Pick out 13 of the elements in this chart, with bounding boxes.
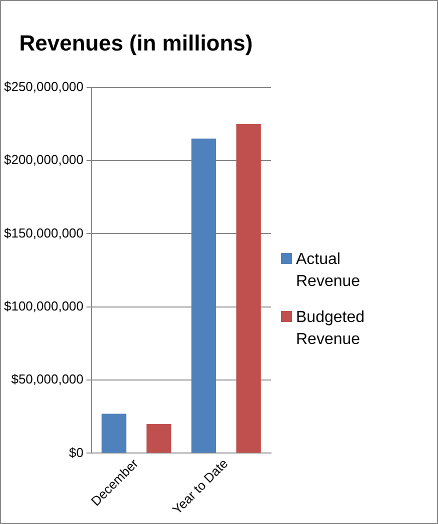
bar: [102, 414, 126, 453]
y-tick-label: $250,000,000: [4, 78, 84, 94]
legend-label: Budgeted Revenue: [296, 308, 366, 350]
bar: [236, 124, 261, 453]
bar: [191, 138, 216, 453]
y-tick-label: $0: [69, 444, 84, 460]
y-tick-label: $150,000,000: [4, 225, 84, 240]
y-tick-label: $100,000,000: [4, 298, 84, 314]
chart-title: Revenues (in millions): [19, 30, 253, 56]
y-tick-label: $50,000,000: [11, 372, 84, 387]
legend-label: Actual Revenue: [296, 250, 362, 292]
y-tick-label: $200,000,000: [4, 152, 84, 168]
bar: [146, 424, 172, 453]
